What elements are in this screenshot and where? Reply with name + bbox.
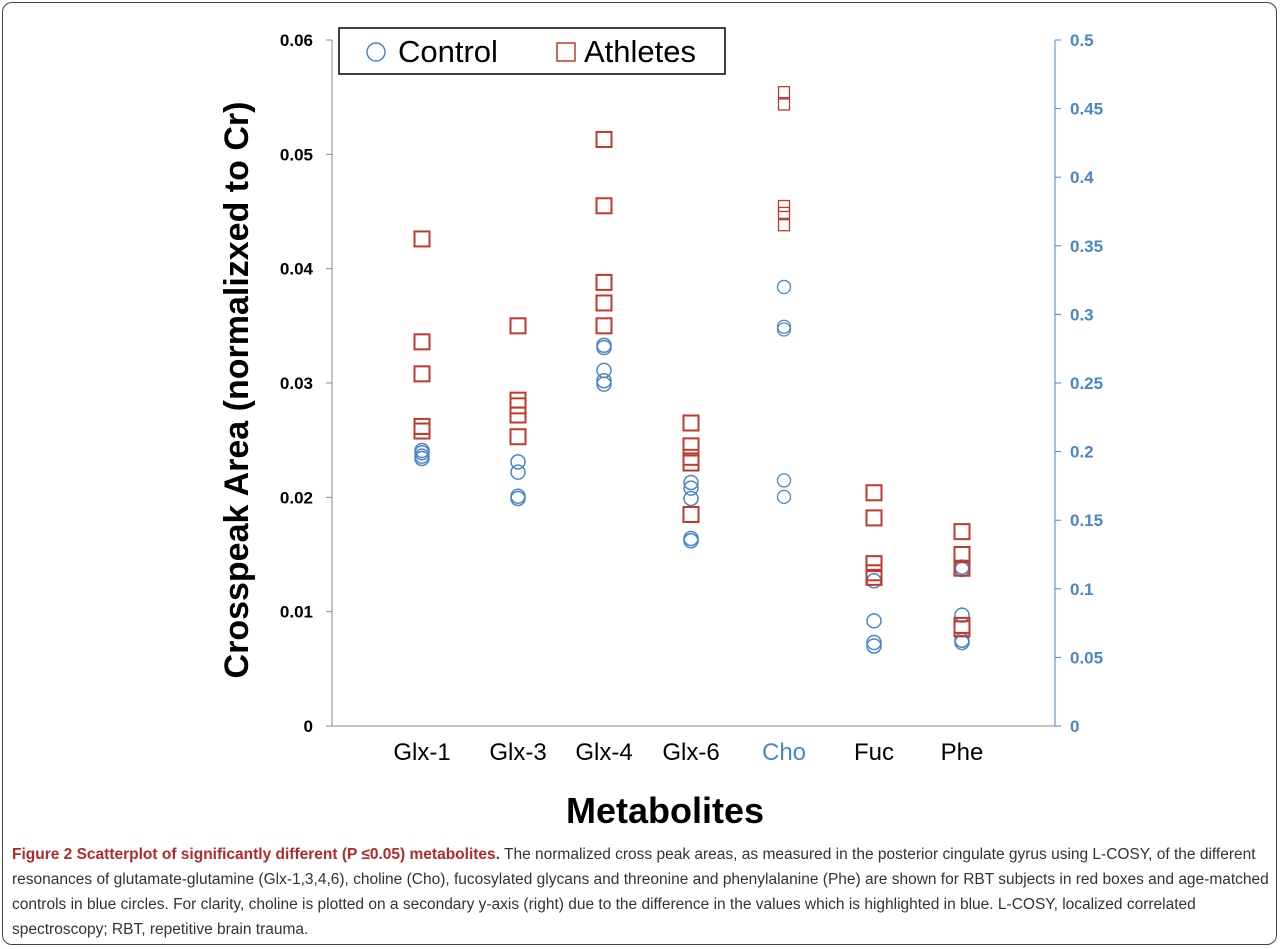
x-tick-label: Glx-6 [662,739,719,766]
x-tick-label: Cho [762,739,806,766]
y-left-tick-label: 0.06 [280,31,313,50]
legend-control-label: Control [398,34,498,69]
athletes-point [865,564,883,582]
control-point [596,339,612,356]
figure-caption: Figure 2 Scatterplot of significantly di… [12,842,1274,942]
legend-athletes-marker [556,42,576,62]
control-point [596,376,612,392]
control-point [776,319,792,334]
legend-box [338,27,726,75]
chart-legend: Control Athletes [338,27,726,75]
y-left-tick-label: 0.05 [280,145,313,164]
athletes-point [777,85,791,99]
athletes-point [595,197,613,215]
x-tick-label: Fuc [854,739,894,766]
athletes-point [595,273,613,291]
y-right-tick-label: 0.25 [1070,374,1103,393]
control-point [414,450,430,467]
athletes-point [682,454,700,472]
y-left-tick-label: 0 [304,717,313,736]
y-left-tick-label: 0.02 [280,488,313,507]
athletes-point [413,365,431,383]
athletes-point [595,294,613,312]
athletes-point [595,130,613,148]
y-right-tick-label: 0 [1070,717,1079,736]
legend-control-marker [366,42,386,62]
control-point [510,490,526,507]
control-point [596,372,612,389]
athletes-point [953,559,971,577]
athletes-point [777,206,791,220]
athletes-point [682,505,700,523]
legend-athletes-label: Athletes [584,34,696,69]
control-point [683,533,699,549]
athletes-point [509,397,527,415]
y-right-tick-label: 0.3 [1070,305,1094,324]
control-point [776,489,792,505]
athletes-point [682,414,700,432]
athletes-point [777,199,791,213]
athletes-point [509,406,527,424]
x-tick-label: Phe [941,739,984,766]
y-right-tick-label: 0.2 [1070,443,1094,462]
athletes-point [413,422,431,440]
control-point [776,473,792,488]
control-point [866,613,882,629]
y-right-tick-label: 0.4 [1070,168,1094,187]
athletes-point [509,391,527,409]
athletes-point [953,620,971,638]
x-axis-label: Metabolites [566,790,764,831]
chart-axes: 0 0.01 0.02 0.03 0.04 0.05 0.06 0 0.05 0.1 0.15 0.2… [280,31,1103,766]
control-point [683,490,699,507]
control-point [683,480,699,496]
athletes-point [865,509,883,527]
athletes-point [953,546,971,563]
control-point [866,634,882,651]
caption-title: Figure 2 Scatterplot of significantly di… [12,846,500,863]
control-point [683,474,699,491]
athletes-point [413,333,431,351]
athletes-point [777,219,791,232]
athletes-point [509,428,527,446]
control-point [510,454,526,470]
control-point [776,279,792,295]
athletes-point [865,568,883,586]
y-right-tick-label: 0.1 [1070,580,1094,599]
athletes-point [413,230,431,248]
athletes-point [413,417,431,435]
y-right-tick-label: 0.15 [1070,511,1103,530]
athletes-point [865,484,883,502]
athletes-point [509,317,527,335]
y-right-tick-label: 0.45 [1070,100,1103,119]
y-axis-label: Crosspeak Area (normalizxed to Cr) [218,102,256,679]
control-point [510,464,526,480]
control-point [776,322,792,337]
y-left-tick-label: 0.04 [280,260,314,279]
athletes-point [682,448,700,466]
y-left-tick-label: 0.01 [280,603,313,622]
y-right-tick-label: 0.5 [1070,31,1094,50]
x-tick-label: Glx-1 [393,739,450,766]
athletes-point [595,317,613,335]
athletes-point [777,98,791,111]
scatter-chart: 0 0.01 0.02 0.03 0.04 0.05 0.06 0 0.05 0.1 0.15 0.2… [218,27,1103,831]
athletes-point [953,523,971,541]
control-point [414,444,430,461]
caption-body: The normalized cross peak areas, as meas… [12,846,1269,938]
athletes-point [682,437,700,455]
control-point [866,638,882,654]
x-tick-label: Glx-3 [489,739,546,766]
control-point [954,607,970,623]
y-right-tick-label: 0.35 [1070,237,1103,256]
x-tick-label: Glx-4 [575,739,632,766]
y-left-tick-label: 0.03 [280,374,313,393]
athletes-point [865,555,883,573]
y-right-tick-label: 0.05 [1070,648,1103,667]
chart-points [413,85,971,654]
